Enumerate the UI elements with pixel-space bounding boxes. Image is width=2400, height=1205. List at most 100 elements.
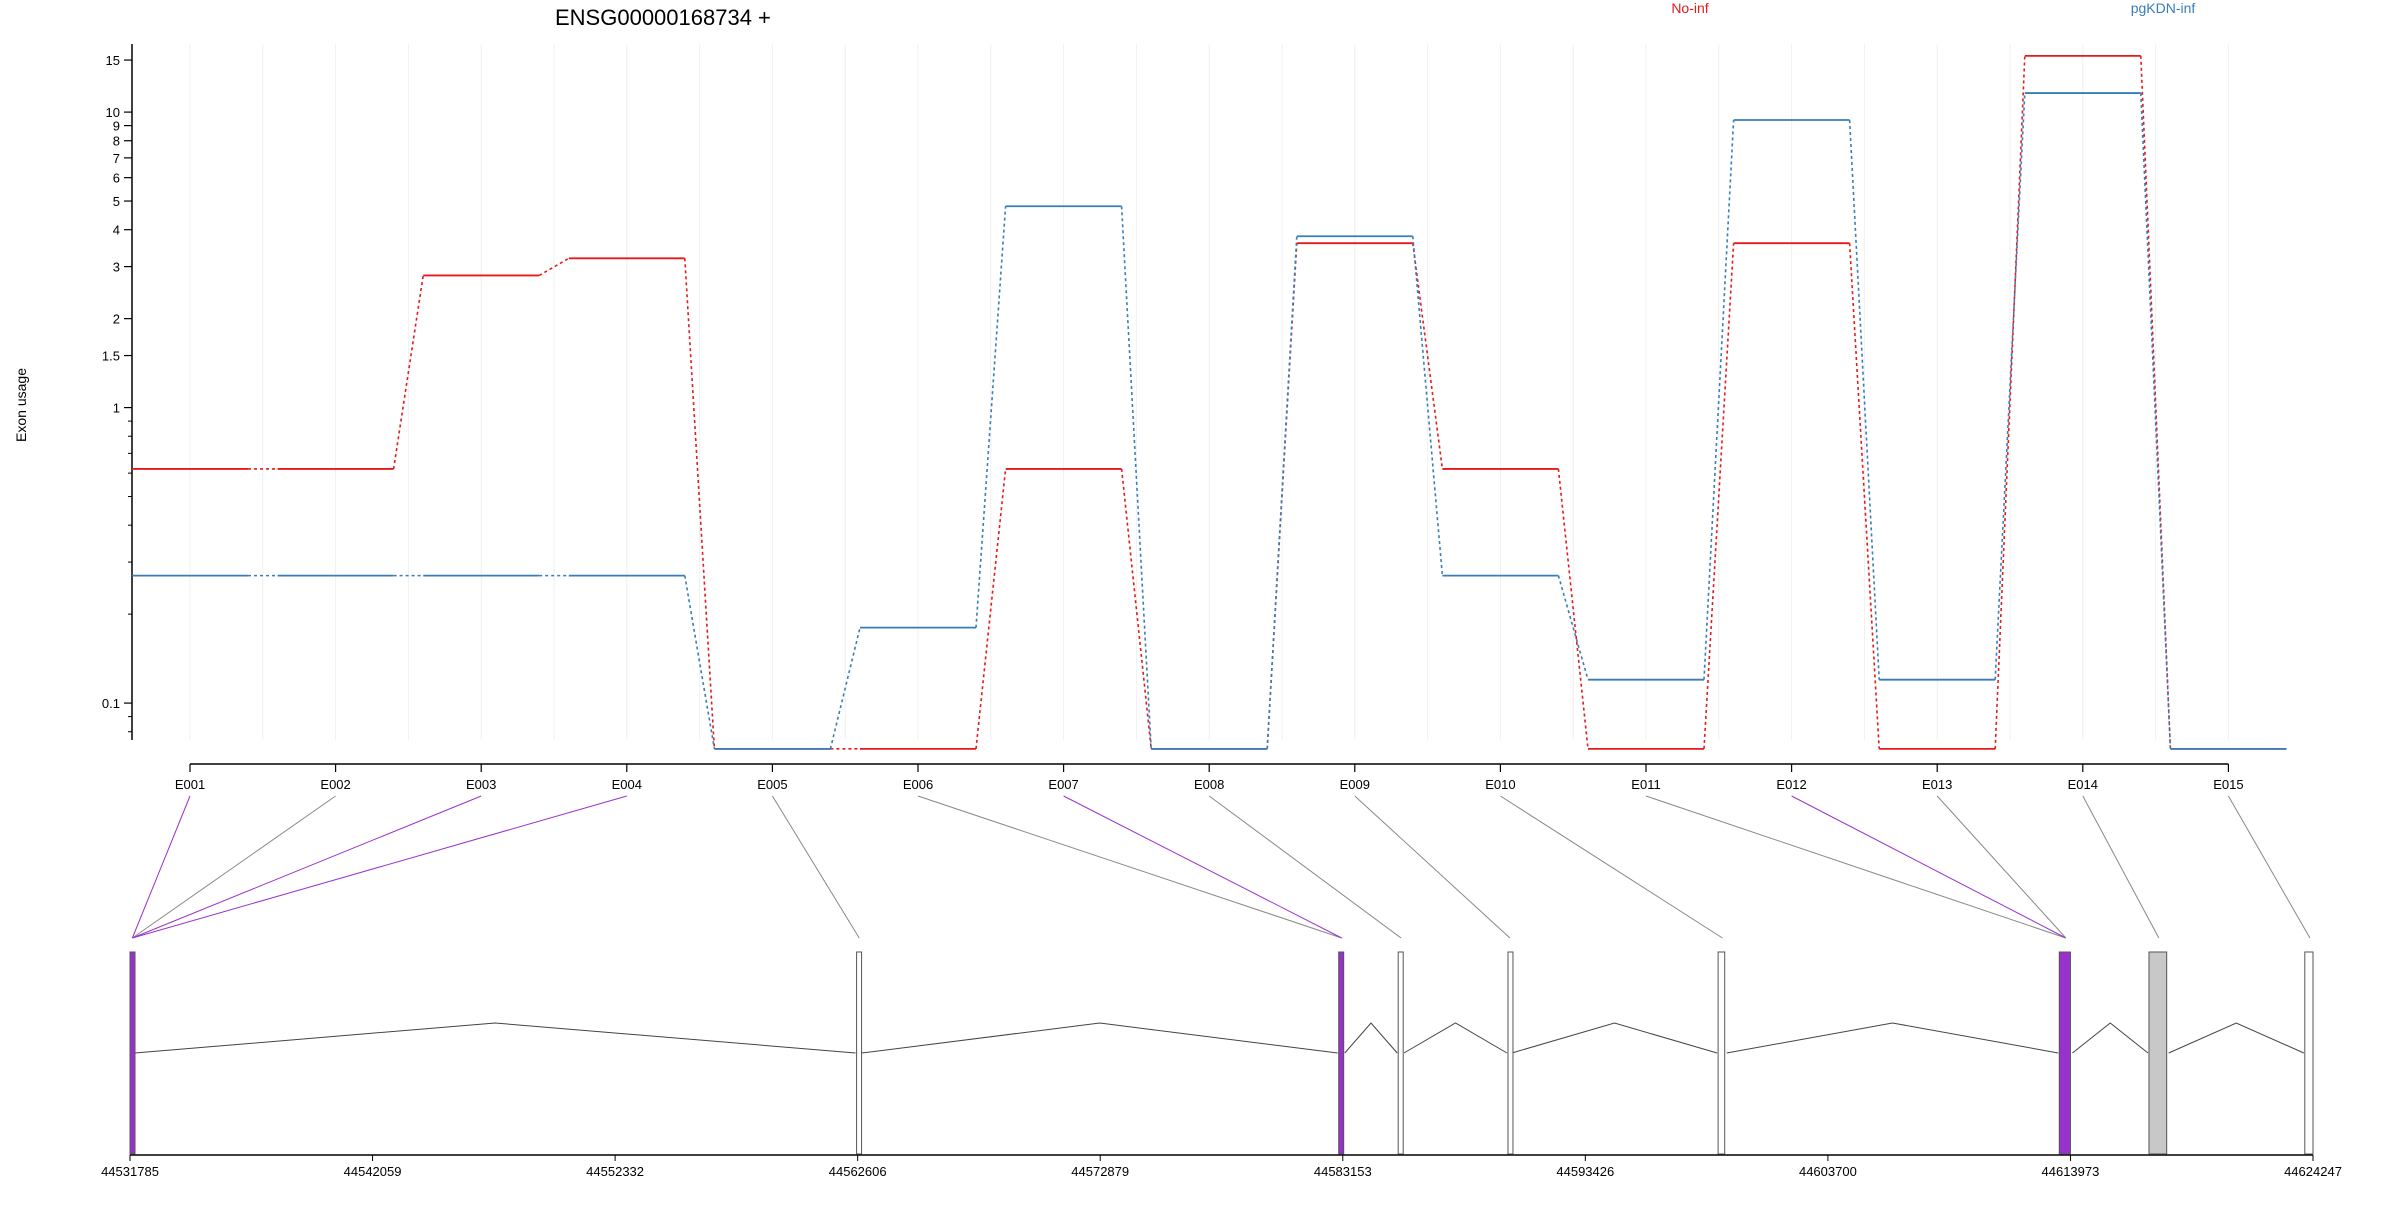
x-tick-label-E006: E006 [903,777,933,792]
x-axis-layer: E001 E002 E003 E004 E005 E006 E007 E008 E009 E010… [175,763,2244,792]
genomic-coordinate-label: 44603700 [1799,1164,1857,1179]
intron-line [1511,1022,1718,1054]
genomic-coordinate-label: 44531785 [101,1164,159,1179]
y-tick-label: 5 [113,194,120,209]
y-tick-label: 3 [113,260,120,275]
x-tick-label-E013: E013 [1922,777,1952,792]
x-tick-label-E009: E009 [1340,777,1370,792]
exon-connector-E013 [1936,795,2067,939]
series-connector [2140,93,2172,749]
exon-connector-E014 [2082,795,2160,939]
x-tick-label-E010: E010 [1485,777,1515,792]
y-tick-label: 2 [113,312,120,327]
y-tick-label: 15 [106,53,120,68]
y-axis-label: Exon usage [13,368,29,442]
legend-pgkdn-inf: pgKDN-inf [2131,0,2196,16]
y-tick-label: 7 [113,151,120,166]
y-tick-label: 6 [113,171,120,186]
intron-line [2168,1022,2305,1054]
exon-block-E014 [2148,951,2168,1155]
series-layer [132,54,2287,750]
exon-block-E009 [1507,951,1514,1155]
series-connector [1266,236,1298,749]
legend-no-inf: No-inf [1671,0,1708,16]
x-tick-label-E005: E005 [757,777,787,792]
genomic-coordinate-label: 44562606 [829,1164,887,1179]
exon-connector-E007 [1063,795,1342,939]
exon-connector-E003 [132,795,482,939]
x-tick-label-E012: E012 [1776,777,1806,792]
exon-connector-E009 [1354,795,1511,939]
series-connector [684,258,716,749]
x-tick-label-E015: E015 [2213,777,2243,792]
genomic-coordinate-label: 44542059 [344,1164,402,1179]
intron-line [1726,1022,2059,1054]
x-tick-label-E003: E003 [466,777,496,792]
genomic-coordinate-label: 44593426 [1556,1164,1614,1179]
exon-connector-E005 [771,795,860,939]
y-tick-label: 1 [113,401,120,416]
exon-block-E001-E002-E003-E004 [129,951,136,1155]
grid-layer [189,44,2229,740]
series-connector [392,275,424,470]
y-tick-label: 8 [113,134,120,149]
y-tick-label: 10 [106,105,120,120]
y-tick-label: 1.5 [102,349,120,364]
x-tick-label-E004: E004 [612,777,642,792]
exon-connector-E008 [1208,795,1402,939]
series-connector [1994,55,2026,749]
intron-line [861,1022,1338,1054]
genomic-coordinate-label: 44613973 [2042,1164,2100,1179]
series-pgKDN-inf [132,92,2287,750]
exon-block-E011-E012-E013 [2058,951,2071,1155]
exon-connector-E012 [1791,795,2067,939]
genomic-coordinate-label: 44552332 [586,1164,644,1179]
y-tick-label: 0.1 [102,696,120,711]
exon-block-E010 [1717,951,1726,1155]
series-connector [1848,243,1880,749]
x-tick-label-E001: E001 [175,777,205,792]
exon-connector-E004 [132,795,627,939]
exon-block-E005 [856,951,863,1155]
x-tick-label-E002: E002 [320,777,350,792]
y-tick-label: 9 [113,119,120,134]
series-connector [1120,206,1152,749]
chart-title: ENSG00000168734 + [555,5,771,30]
series-connector [1557,468,1589,749]
y-tick-label: 4 [113,223,120,238]
intron-line [134,1022,856,1054]
x-tick-label-E011: E011 [1631,777,1660,792]
x-tick-label-E014: E014 [2068,777,2098,792]
exon-connector-E011 [1645,795,2067,939]
intron-line [2072,1022,2149,1054]
genomic-coordinate-label: 44572879 [1071,1164,1129,1179]
exon-connector-E002 [132,795,336,939]
series-connector [1557,575,1589,680]
exon-block-E008 [1397,951,1404,1155]
connector-layer [131,795,2311,939]
series-connector [1120,468,1152,749]
series-connector [1703,243,1735,749]
series-connector [829,627,861,750]
exon-connector-E006 [917,795,1342,939]
genomic-coordinate-label: 44624247 [2284,1164,2342,1179]
x-tick-label-E008: E008 [1194,777,1224,792]
series-connector [1412,236,1444,576]
genomic-coordinate-label: 44583153 [1314,1164,1372,1179]
series-connector [975,206,1007,628]
exon-connector-E001 [131,795,191,939]
intron-line [1344,1022,1398,1054]
series-connector [1994,93,2026,680]
exon-connector-E010 [1500,795,1723,939]
x-tick-label-E007: E007 [1048,777,1078,792]
exon-block-E015 [2304,951,2314,1155]
intron-line [1403,1022,1508,1054]
series-connector [1412,243,1444,470]
gene-model-layer: 44531785 44542059 44552332 44562606 44572879… [101,951,2342,1179]
exon-connector-E015 [2227,795,2311,939]
exon-block-E006-E007 [1338,951,1345,1155]
series-connector [975,468,1007,749]
